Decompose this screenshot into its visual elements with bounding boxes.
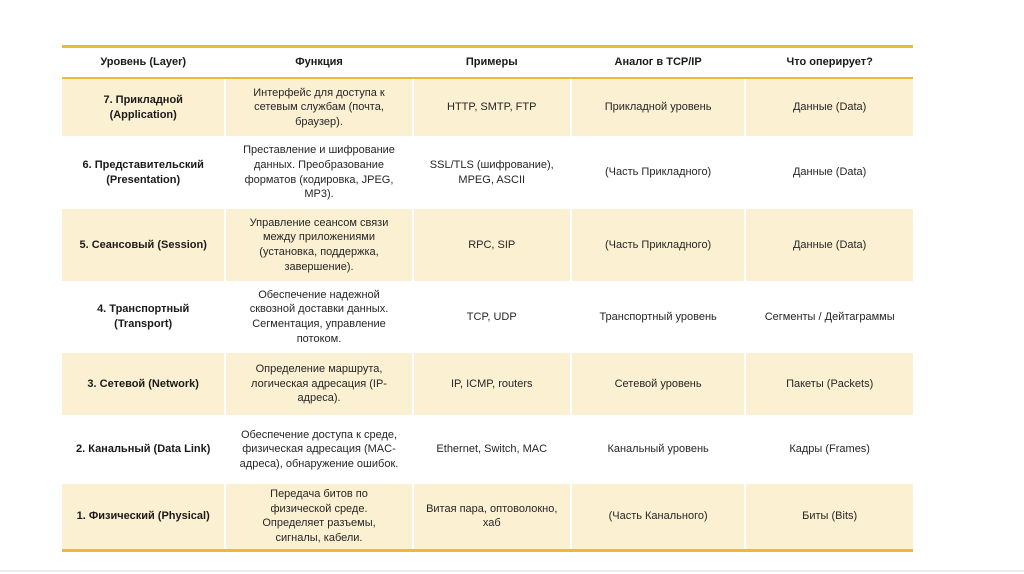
cell-function: Интерфейс для доступа к сетевым службам …: [224, 78, 413, 136]
slide-bottom-edge: [0, 570, 1024, 572]
cell-function: Обеспечение надежной сквозной доставки д…: [224, 281, 413, 353]
cell-operates-on: Данные (Data): [744, 209, 913, 281]
cell-examples: TCP, UDP: [411, 281, 571, 353]
table-row: 4. Транспортный (Transport) Обеспечение …: [62, 281, 913, 353]
header-operates-on: Что оперирует?: [744, 48, 913, 79]
table-row: 3. Сетевой (Network) Определение маршрут…: [62, 353, 913, 415]
cell-layer: 3. Сетевой (Network): [62, 353, 226, 415]
table-row: 2. Канальный (Data Link) Обеспечение дос…: [62, 415, 913, 484]
cell-layer: 4. Транспортный (Transport): [62, 281, 226, 353]
cell-layer: 5. Сеансовый (Session): [62, 209, 226, 281]
table-header-row: Уровень (Layer) Функция Примеры Аналог в…: [62, 48, 913, 79]
header-layer: Уровень (Layer): [62, 48, 226, 79]
header-tcpip-analog: Аналог в TCP/IP: [569, 48, 746, 79]
cell-examples: Ethernet, Switch, MAC: [411, 415, 571, 484]
cell-tcpip-analog: (Часть Прикладного): [569, 209, 746, 281]
table-row: 7. Прикладной (Application) Интерфейс дл…: [62, 78, 913, 136]
cell-layer: 7. Прикладной (Application): [62, 78, 226, 136]
cell-tcpip-analog: Канальный уровень: [569, 415, 746, 484]
cell-tcpip-analog: Прикладной уровень: [569, 78, 746, 136]
cell-operates-on: Сегменты / Дейтаграммы: [744, 281, 913, 353]
cell-layer: 6. Представительский (Presentation): [62, 136, 226, 209]
table-row: 1. Физический (Physical) Передача битов …: [62, 484, 913, 549]
cell-function: Преставление и шифрование данных. Преобр…: [224, 136, 413, 209]
cell-examples: RPC, SIP: [411, 209, 571, 281]
cell-operates-on: Кадры (Frames): [744, 415, 913, 484]
cell-tcpip-analog: (Часть Прикладного): [569, 136, 746, 209]
cell-layer: 2. Канальный (Data Link): [62, 415, 226, 484]
osi-layers-table: Уровень (Layer) Функция Примеры Аналог в…: [62, 48, 913, 549]
cell-function: Передача битов по физической среде. Опре…: [224, 484, 413, 549]
cell-operates-on: Биты (Bits): [744, 484, 913, 549]
cell-operates-on: Данные (Data): [744, 136, 913, 209]
cell-layer: 1. Физический (Physical): [62, 484, 226, 549]
cell-tcpip-analog: Сетевой уровень: [569, 353, 746, 415]
cell-operates-on: Данные (Data): [744, 78, 913, 136]
cell-function: Управление сеансом связи между приложени…: [224, 209, 413, 281]
cell-function: Определение маршрута, логическая адресац…: [224, 353, 413, 415]
cell-operates-on: Пакеты (Packets): [744, 353, 913, 415]
osi-layers-table-container: Уровень (Layer) Функция Примеры Аналог в…: [62, 45, 913, 552]
table-row: 5. Сеансовый (Session) Управление сеансо…: [62, 209, 913, 281]
cell-examples: HTTP, SMTP, FTP: [411, 78, 571, 136]
header-function: Функция: [224, 48, 413, 79]
cell-examples: IP, ICMP, routers: [411, 353, 571, 415]
cell-function: Обеспечение доступа к среде, физическая …: [224, 415, 413, 484]
cell-tcpip-analog: Транспортный уровень: [569, 281, 746, 353]
table-row: 6. Представительский (Presentation) Прес…: [62, 136, 913, 209]
header-examples: Примеры: [411, 48, 571, 79]
cell-examples: SSL/TLS (шифрование), MPEG, ASCII: [411, 136, 571, 209]
cell-tcpip-analog: (Часть Канального): [569, 484, 746, 549]
cell-examples: Витая пара, оптоволокно, хаб: [411, 484, 571, 549]
